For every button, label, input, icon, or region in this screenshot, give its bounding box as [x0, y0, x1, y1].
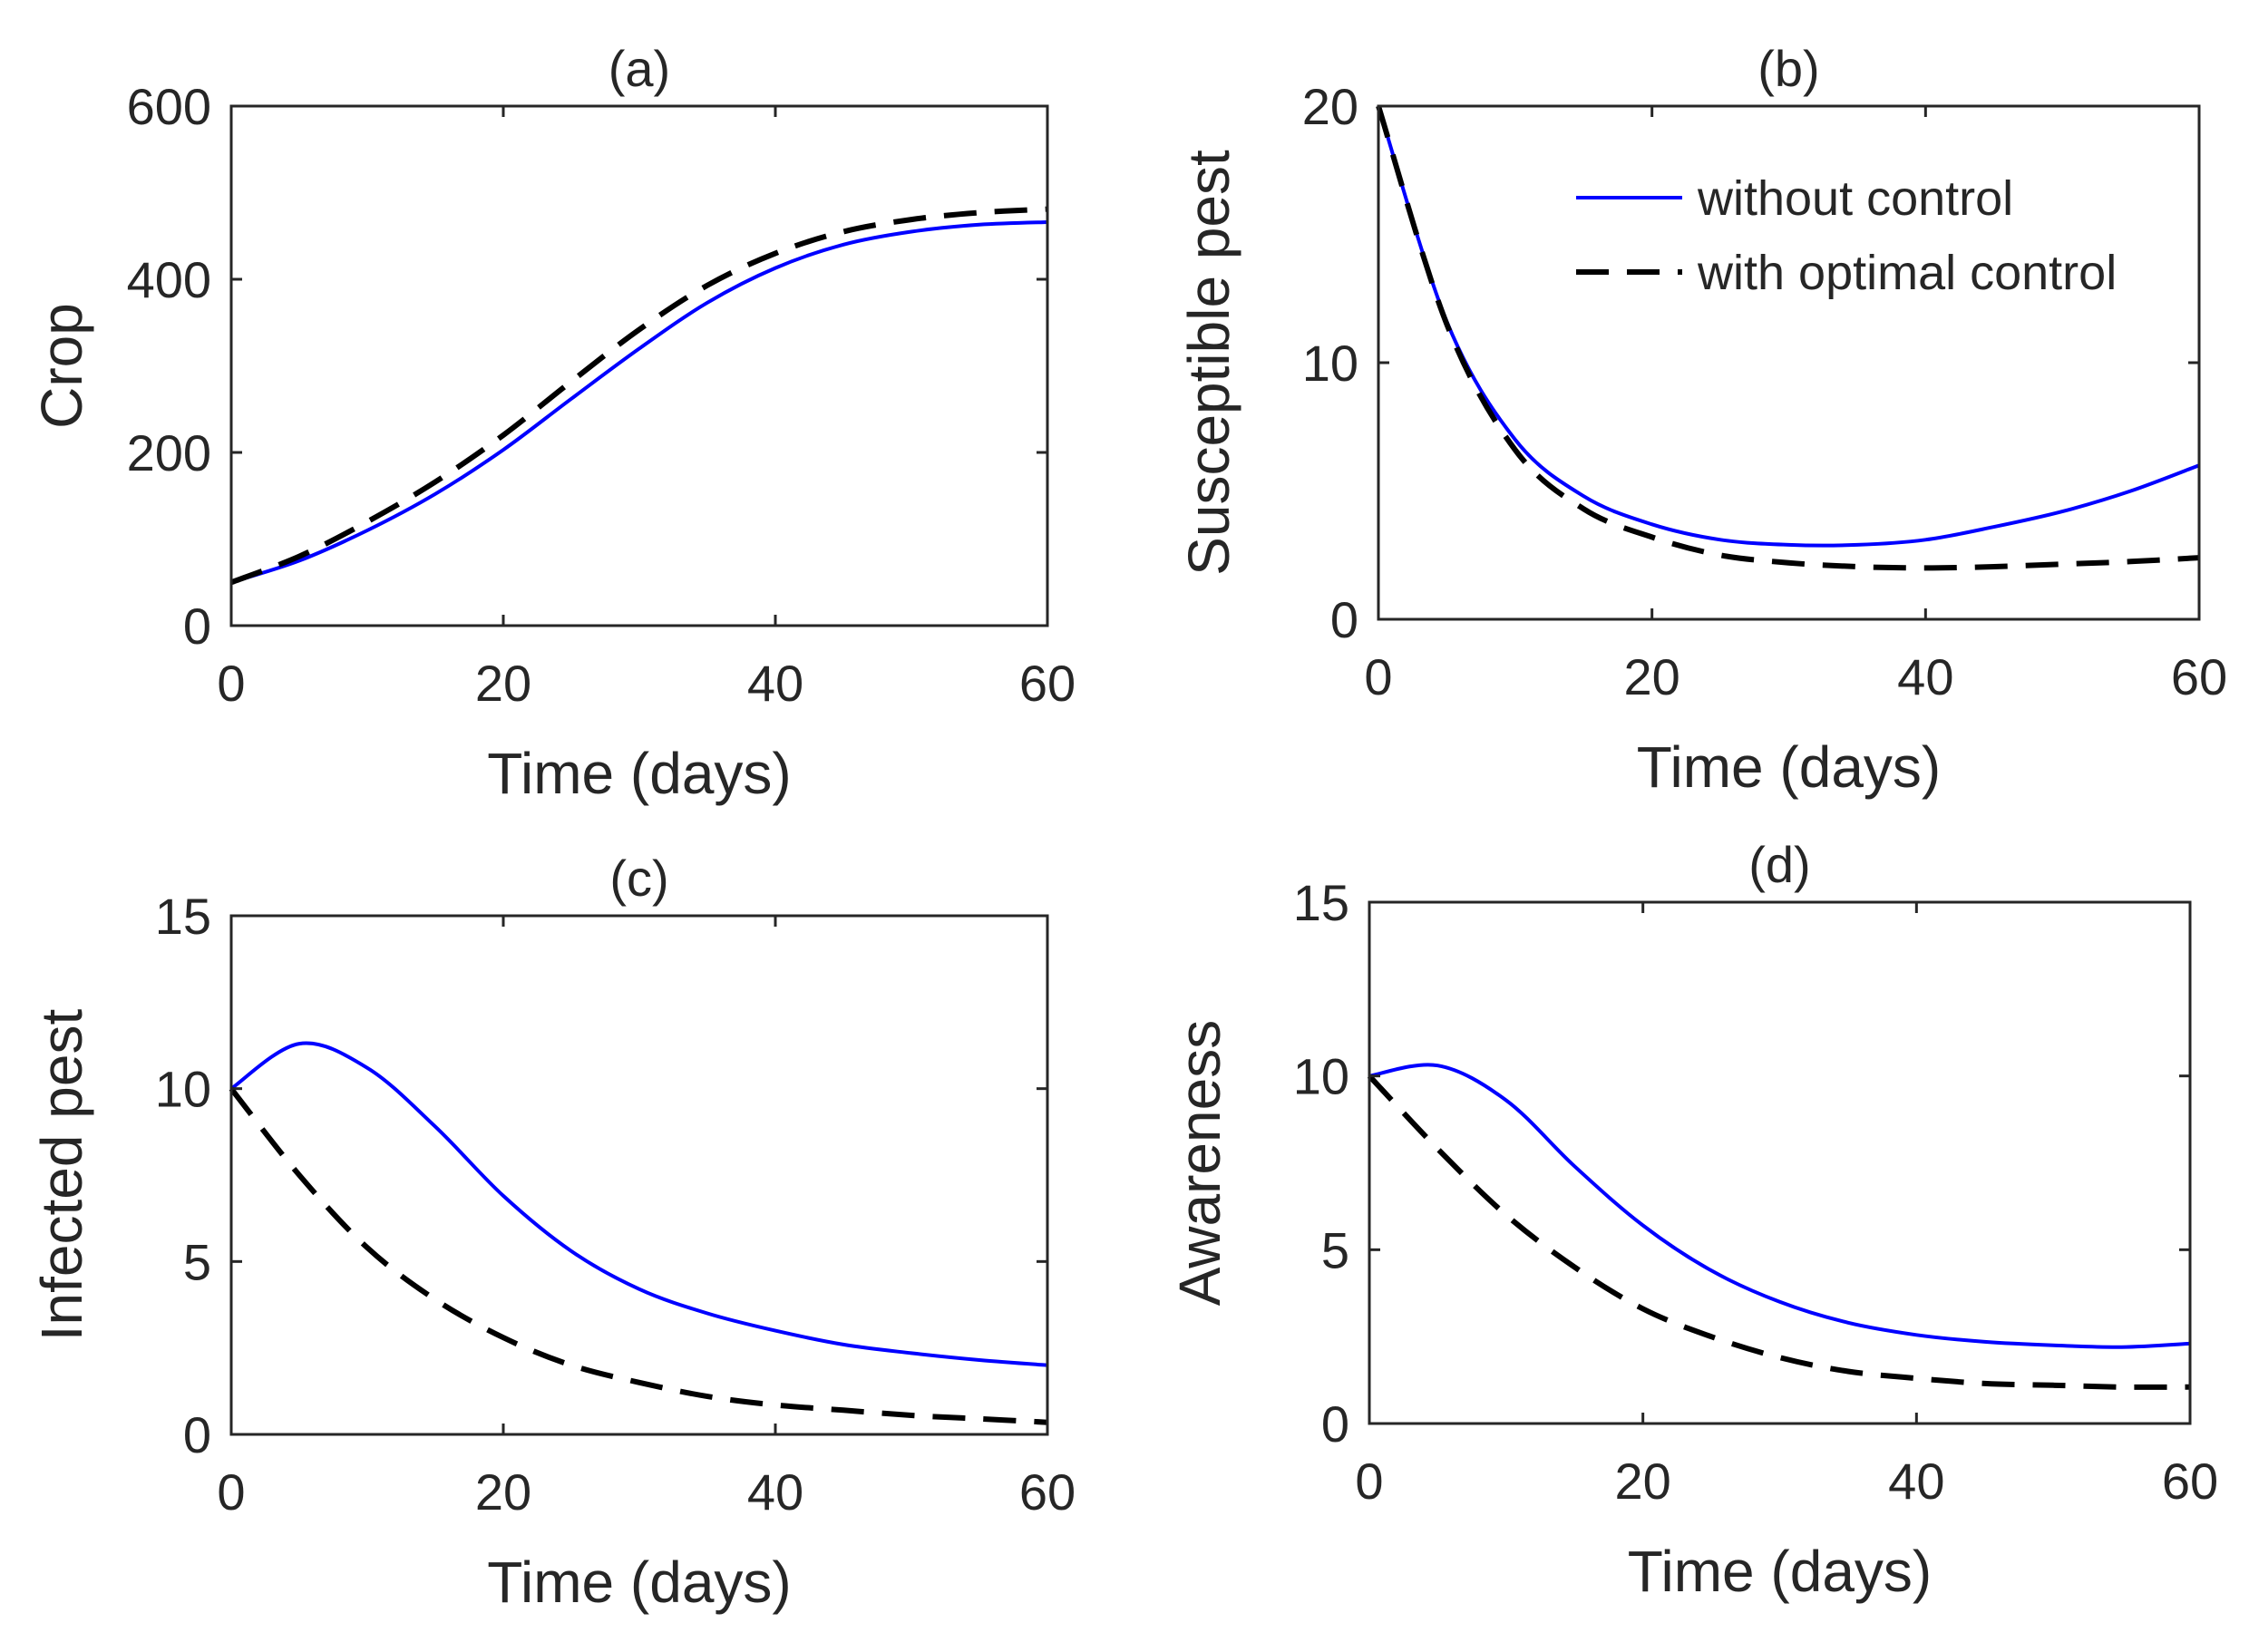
y-tick-label-a: 400	[127, 251, 211, 308]
y-tick-label-d: 5	[1321, 1221, 1349, 1278]
axes-frame-d	[1368, 900, 2192, 1425]
panel-d: 0 20 40 60 0 5 10 15 (d) Time (days) Awareness	[1167, 836, 2218, 1604]
y-tick-label-b: 0	[1330, 591, 1358, 648]
y-tick-label-a: 600	[127, 78, 211, 135]
legend-label-without-control: without control	[1697, 171, 2013, 226]
x-tick-label-b: 0	[1364, 648, 1392, 705]
panel-b: 0 20 40 60 0 10 20 (b) Time (days) Susceptible pe…	[1176, 40, 2227, 800]
y-axis-label-a: Crop	[29, 303, 94, 429]
x-tick-label-d: 60	[2162, 1453, 2218, 1510]
series-without-control-line-a	[230, 220, 1048, 585]
x-tick-label-b: 60	[2171, 648, 2227, 705]
legend-label-with-optimal-control: with optimal control	[1697, 246, 2117, 300]
y-axis-label-d: Awareness	[1167, 1020, 1232, 1306]
y-tick-label-c: 0	[183, 1406, 211, 1463]
axes-frame-c	[229, 914, 1049, 1436]
y-tick-label-b: 20	[1302, 78, 1358, 135]
series-without-control-line-d	[1368, 1063, 2191, 1349]
y-tick-label-d: 0	[1321, 1395, 1349, 1453]
x-axis-label-d: Time (days)	[1628, 1539, 1932, 1604]
panel-c: 0 20 40 60 0 5 10 15 (c) Time (days) Infected pest	[29, 850, 1076, 1615]
series-without-control-line-b	[1377, 105, 2200, 548]
y-tick-label-b: 10	[1302, 335, 1358, 392]
x-tick-label-a: 20	[475, 655, 531, 712]
y-tick-label-c: 15	[155, 888, 211, 945]
y-axis-label-b: Susceptible pest	[1176, 150, 1241, 576]
x-tick-label-d: 40	[1888, 1453, 1944, 1510]
y-tick-label-a: 200	[127, 424, 211, 481]
x-tick-label-c: 40	[747, 1463, 803, 1521]
x-tick-label-a: 60	[1019, 655, 1076, 712]
panel-title-a: (a)	[608, 40, 670, 97]
y-tick-label-d: 15	[1293, 874, 1349, 931]
x-tick-label-c: 20	[475, 1463, 531, 1521]
series-with-optimal-control-line-b	[1376, 105, 2200, 571]
panel-title-d: (d)	[1748, 836, 1810, 893]
x-tick-label-c: 0	[217, 1463, 245, 1521]
x-tick-label-b: 20	[1624, 648, 1680, 705]
x-tick-label-a: 40	[747, 655, 803, 712]
x-axis-label-a: Time (days)	[487, 741, 791, 806]
x-tick-label-a: 0	[217, 655, 245, 712]
panel-title-c: (c)	[609, 850, 668, 907]
x-tick-label-d: 20	[1615, 1453, 1671, 1510]
series-with-optimal-control-line-a	[229, 206, 1048, 586]
y-tick-label-a: 0	[183, 598, 211, 655]
x-axis-label-b: Time (days)	[1637, 734, 1941, 800]
y-tick-label-c: 5	[183, 1233, 211, 1290]
series-with-optimal-control-line-c	[229, 1086, 1048, 1425]
series-with-optimal-control-line-d	[1367, 1074, 2191, 1390]
series-without-control-line-c	[229, 1041, 1048, 1367]
panel-title-b: (b)	[1757, 40, 1819, 97]
y-axis-label-c: Infected pest	[29, 1009, 94, 1342]
x-axis-label-c: Time (days)	[487, 1550, 791, 1615]
axes-frame-a	[229, 104, 1049, 627]
y-tick-label-d: 10	[1293, 1048, 1349, 1105]
x-tick-label-c: 60	[1019, 1463, 1076, 1521]
x-tick-label-b: 40	[1897, 648, 1953, 705]
legend: without control with optimal control	[1576, 171, 2117, 300]
y-tick-label-c: 10	[155, 1061, 211, 1118]
x-tick-label-d: 0	[1355, 1453, 1383, 1510]
